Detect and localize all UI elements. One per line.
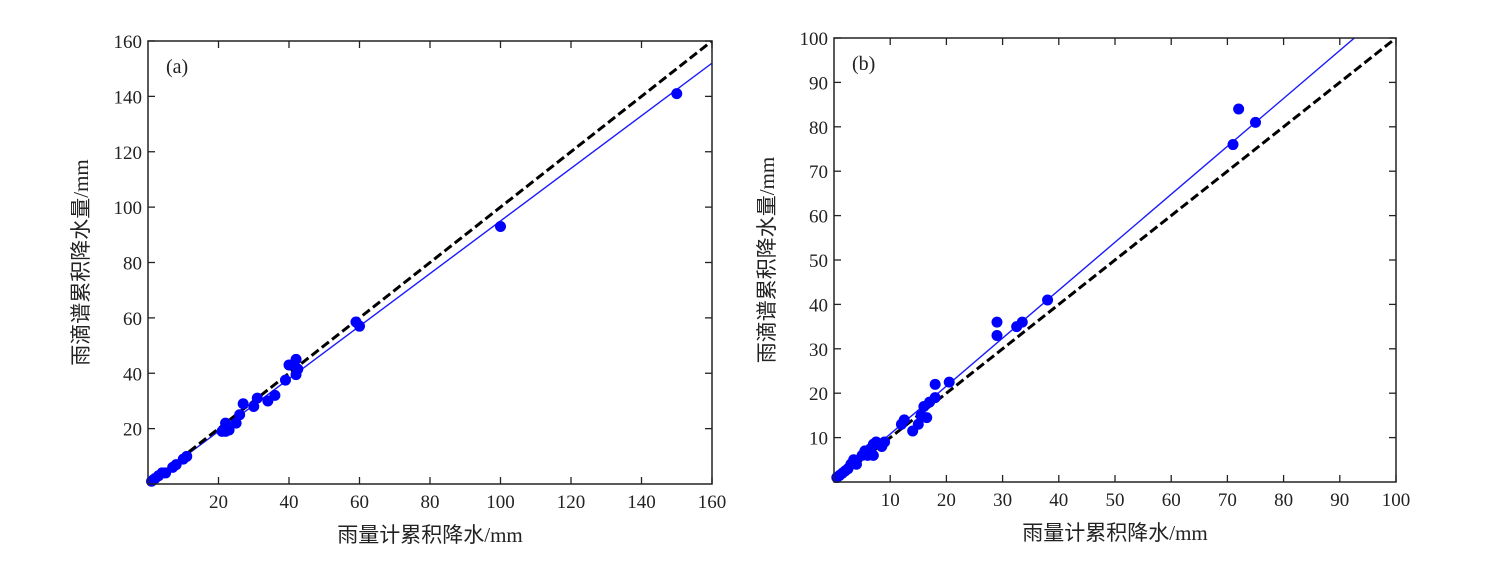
fit-line — [834, 38, 1356, 482]
y-tick-label: 160 — [114, 32, 143, 53]
x-tick-label: 120 — [557, 492, 586, 513]
x-tick-label: 70 — [1218, 490, 1237, 511]
data-point — [251, 392, 263, 404]
plot-panel-a: 20 40 60 80 100 120 140 160 20 40 60 80 100 120 140 160… — [69, 32, 726, 547]
x-tick-label: 100 — [1382, 490, 1411, 511]
y-tick-label: 40 — [809, 295, 828, 316]
data-point — [921, 412, 933, 424]
data-point — [292, 363, 304, 375]
y-axis-label: 雨滴谱累积降水量/mm — [69, 159, 93, 366]
data-point — [269, 389, 281, 401]
panel-label: (a) — [166, 56, 188, 78]
data-point — [230, 417, 242, 429]
data-point — [495, 221, 506, 233]
data-point — [234, 409, 246, 421]
y-tick-label: 60 — [123, 309, 142, 330]
data-point — [290, 353, 302, 365]
y-tick-label: 40 — [123, 364, 142, 385]
x-tick-label: 80 — [421, 492, 440, 513]
x-tick-label: 80 — [1274, 490, 1293, 511]
x-tick-label: 100 — [486, 492, 515, 513]
y-tick-label: 60 — [809, 207, 828, 228]
x-axis-label: 雨量计累积降水/mm — [337, 523, 523, 547]
data-point — [181, 450, 193, 462]
data-point — [929, 378, 941, 390]
y-tick-label: 100 — [800, 29, 829, 50]
x-tick-label: 60 — [1162, 490, 1181, 511]
data-point — [943, 376, 955, 388]
y-tick-label: 70 — [809, 162, 828, 183]
x-tick-label: 50 — [1106, 490, 1125, 511]
y-tick-label: 10 — [809, 429, 828, 450]
y-tick-label: 30 — [809, 340, 828, 361]
x-tick-label: 90 — [1330, 490, 1349, 511]
data-point — [1233, 103, 1245, 115]
x-tick-label: 40 — [280, 492, 299, 513]
x-axis-label: 雨量计累积降水/mm — [1022, 521, 1208, 545]
x-tick-label: 20 — [209, 492, 228, 513]
x-tick-label: 140 — [627, 492, 656, 513]
y-tick-label: 50 — [809, 251, 828, 272]
y-tick-label: 20 — [123, 420, 142, 441]
data-point — [237, 398, 249, 410]
data-point — [223, 424, 235, 436]
x-tick-label: 60 — [350, 492, 369, 513]
y-tick-label: 120 — [114, 143, 143, 164]
x-tick-label: 40 — [1049, 490, 1068, 511]
data-point — [279, 374, 291, 386]
y-axis-label: 雨滴谱累积降水量/mm — [755, 157, 779, 364]
data-point — [991, 316, 1003, 328]
y-tick-label: 100 — [114, 198, 143, 219]
data-point — [991, 329, 1003, 341]
x-tick-label: 20 — [937, 490, 956, 511]
data-point — [912, 418, 924, 430]
x-tick-label: 10 — [881, 490, 900, 511]
x-tick-label: 160 — [698, 492, 727, 513]
data-point — [1042, 294, 1054, 306]
plot-panel-b: 10 20 30 40 50 60 70 80 90 100 10 20 30 40 50 60 70 80 90 1… — [755, 29, 1411, 545]
data-point — [248, 400, 260, 412]
data-point — [1016, 316, 1028, 328]
y-tick-label: 20 — [809, 384, 828, 405]
y-tick-label: 80 — [123, 254, 142, 275]
data-point — [867, 449, 879, 461]
data-point — [671, 88, 683, 100]
data-point — [1227, 139, 1239, 151]
x-tick-label: 30 — [993, 490, 1012, 511]
y-tick-label: 80 — [809, 118, 828, 139]
one-to-one-reference-line — [148, 41, 712, 484]
data-point — [850, 458, 862, 470]
data-point — [354, 320, 365, 332]
y-tick-label: 140 — [114, 87, 143, 108]
y-tick-label: 90 — [809, 73, 828, 94]
panel-label: (b) — [852, 53, 875, 75]
data-point — [898, 414, 910, 426]
data-point — [1250, 116, 1261, 128]
data-point — [879, 436, 891, 448]
data-point — [929, 392, 941, 404]
